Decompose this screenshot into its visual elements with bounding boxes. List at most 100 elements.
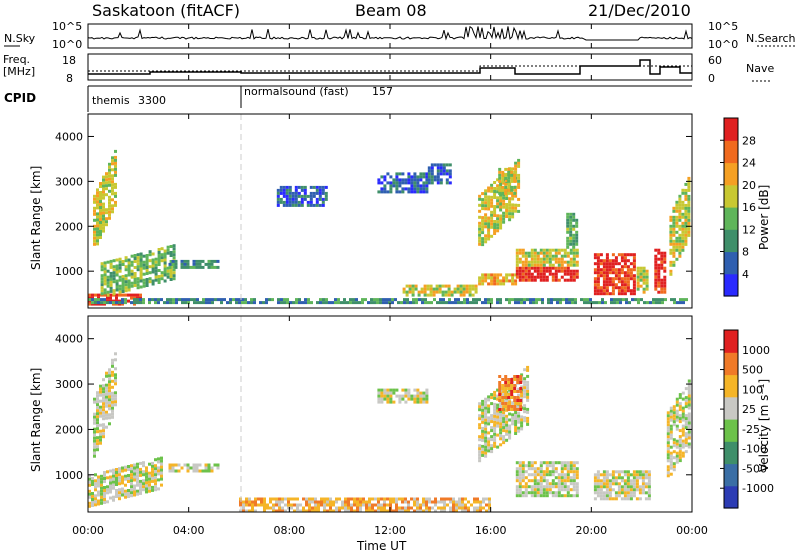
power-cell (513, 170, 517, 174)
velocity-cell (96, 397, 99, 401)
power-cell (99, 215, 102, 218)
power-cell (392, 184, 396, 188)
velocity-cell (566, 473, 570, 477)
velocity-cell (377, 503, 380, 507)
power-cell (593, 280, 597, 284)
velocity-cell (560, 485, 564, 489)
power-cell (180, 262, 184, 266)
power-cell (202, 301, 205, 305)
power-colorbar-swatch (724, 251, 738, 275)
velocity-cell (93, 418, 96, 422)
power-cell (484, 198, 488, 202)
velocity-cell (527, 473, 531, 477)
power-cell (496, 217, 500, 221)
velocity-cell (374, 509, 377, 513)
velocity-cell (102, 426, 105, 430)
power-cell (572, 269, 576, 273)
power-cell (498, 173, 502, 177)
freq-left-tick-top: 18 (62, 54, 76, 67)
x-tick: 04:00 (173, 524, 205, 537)
power-cell (548, 257, 552, 261)
velocity-cell (669, 415, 673, 419)
velocity-cell (269, 500, 272, 504)
velocity-cell (596, 491, 600, 495)
velocity-cell (97, 484, 100, 488)
power-cell (545, 266, 549, 270)
velocity-cell (602, 470, 606, 474)
power-cell (679, 298, 682, 302)
power-cell (660, 254, 664, 258)
velocity-cell (478, 453, 482, 457)
velocity-cell (359, 500, 362, 504)
velocity-cell (620, 479, 624, 483)
velocity-cell (566, 467, 570, 471)
velocity-cell (440, 497, 443, 501)
velocity-cell (401, 506, 404, 510)
velocity-cell (620, 497, 624, 501)
power-cell (510, 170, 514, 174)
velocity-cell (266, 506, 269, 510)
velocity-cell (311, 497, 314, 501)
power-cell (596, 256, 600, 260)
velocity-cell (383, 503, 386, 507)
velocity-cell (251, 503, 254, 507)
power-cell (106, 281, 110, 285)
power-cell (595, 301, 598, 305)
velocity-cell (526, 419, 530, 423)
velocity-cell (443, 500, 446, 504)
velocity-cell (99, 411, 102, 415)
velocity-cell (389, 391, 393, 395)
power-cell (154, 301, 157, 305)
power-cell (681, 200, 685, 204)
velocity-cell (171, 469, 175, 473)
power-cell (151, 267, 155, 271)
velocity-cell (186, 469, 190, 473)
power-cell (614, 283, 618, 287)
velocity-cell (404, 400, 408, 404)
power-cell (157, 298, 160, 302)
velocity-cell (479, 509, 482, 513)
velocity-cell (669, 472, 673, 476)
velocity-cell (551, 461, 555, 465)
velocity-cell (629, 479, 633, 483)
velocity-cell (380, 506, 383, 510)
power-cell (560, 257, 564, 261)
velocity-cell (160, 477, 163, 481)
velocity-cell (513, 405, 517, 408)
velocity-cell (374, 503, 377, 507)
velocity-cell (359, 497, 362, 501)
velocity-cell (115, 471, 118, 474)
power-cell (358, 301, 361, 305)
velocity-cell (368, 503, 371, 507)
power-cell (105, 217, 108, 221)
power-cell (279, 200, 283, 204)
velocity-cell (514, 411, 518, 414)
velocity-cell (516, 378, 520, 381)
velocity-cell (608, 491, 612, 495)
velocity-cell (145, 469, 148, 473)
power-cell (521, 251, 525, 255)
velocity-cell (96, 418, 99, 422)
velocity-cell (174, 463, 178, 467)
velocity-cell (100, 486, 103, 490)
power-cell (596, 271, 600, 275)
velocity-cell (443, 497, 446, 501)
velocity-cell (669, 418, 673, 422)
velocity-cell (130, 485, 133, 489)
power-cell (432, 293, 436, 297)
power-cell (103, 293, 106, 297)
velocity-cell (118, 470, 121, 474)
power-cell (493, 214, 497, 217)
power-cell (102, 190, 105, 194)
power-cell (166, 248, 170, 252)
power-cell (373, 298, 376, 302)
velocity-cell (189, 466, 193, 470)
velocity-cell (136, 471, 139, 475)
velocity-cell (377, 400, 381, 404)
velocity-cell (666, 426, 670, 430)
power-cell (361, 298, 364, 302)
power-cell (383, 178, 387, 182)
velocity-cell (109, 490, 112, 494)
power-cell (186, 265, 190, 269)
power-cell (136, 283, 140, 287)
